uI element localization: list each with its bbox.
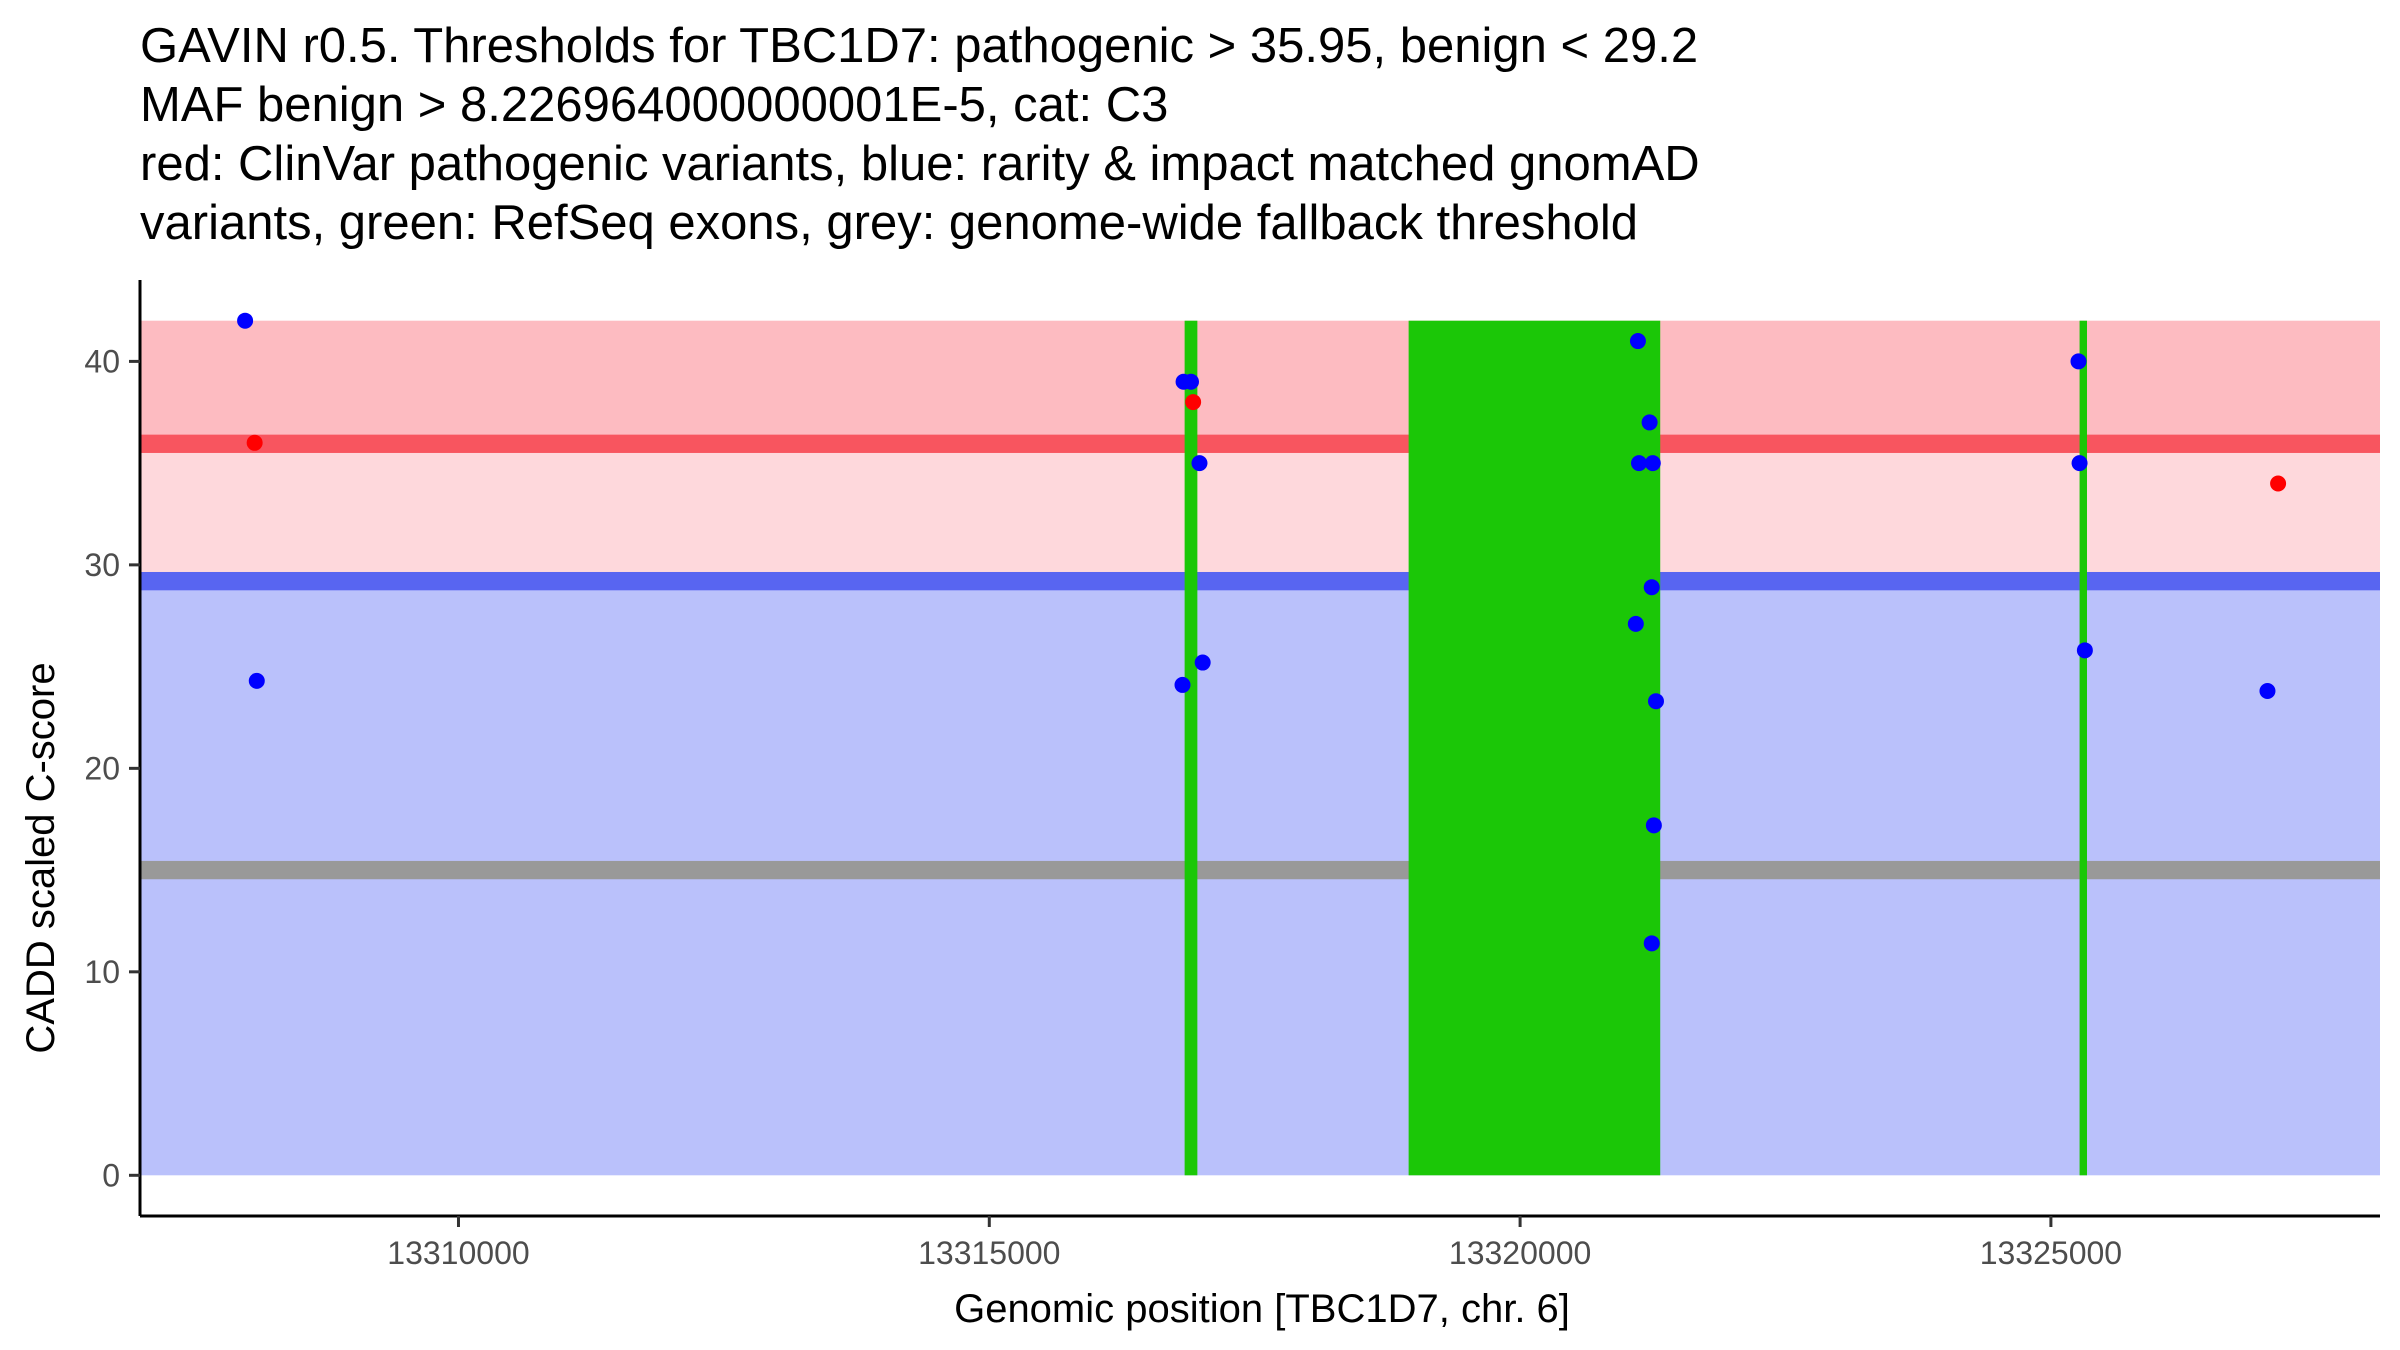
exon-1 xyxy=(1184,320,1198,1176)
clinvar-point-3 xyxy=(2270,475,2287,492)
y-tick-label-4: 30 xyxy=(84,547,120,583)
uncertain-zone xyxy=(140,443,2380,582)
pathogenic-zone xyxy=(140,320,2380,444)
gnomad-point-6 xyxy=(1174,676,1191,693)
gnomad-point-1 xyxy=(237,312,254,329)
clinvar-point-2 xyxy=(1185,394,1202,411)
title-line-4: variants, green: RefSeq exons, grey: gen… xyxy=(140,196,1638,250)
axes: 13310000 13315000 13320000 13325000 0 10 20 30 4… xyxy=(84,280,2380,1271)
gnomad-point-10 xyxy=(1630,455,1647,472)
title-line-2: MAF benign > 8.226964000000001E-5, cat: … xyxy=(140,78,1168,132)
y-tick-label-2: 10 xyxy=(84,954,120,990)
x-tick-label-4: 13325000 xyxy=(1980,1235,2122,1271)
y-tick-label-5: 40 xyxy=(84,343,120,379)
gnomad-point-9 xyxy=(1641,414,1658,431)
plot-area xyxy=(140,312,2380,1176)
gnomad-point-14 xyxy=(1647,693,1664,710)
gnomad-point-2 xyxy=(248,672,265,689)
exon-3 xyxy=(2079,320,2087,1176)
gnomad-point-13 xyxy=(1627,615,1644,632)
gnomad-point-17 xyxy=(2070,353,2087,370)
fallback-threshold xyxy=(140,860,2380,880)
title-line-1: GAVIN r0.5. Thresholds for TBC1D7: patho… xyxy=(140,19,1698,73)
y-tick-label-1: 0 xyxy=(102,1157,120,1193)
gnomad-point-4 xyxy=(1182,373,1199,390)
benign-threshold xyxy=(140,571,2380,591)
y-axis-title: CADD scaled C-score xyxy=(19,662,63,1053)
x-axis-title: Genomic position [TBC1D7, chr. 6] xyxy=(954,1287,1570,1331)
gnomad-point-8 xyxy=(1629,333,1646,350)
gnomad-point-15 xyxy=(1645,817,1662,834)
exon-2 xyxy=(1408,320,1661,1176)
gnomad-point-16 xyxy=(1643,935,1660,952)
gnomad-point-7 xyxy=(1194,654,1211,671)
gnomad-point-19 xyxy=(2076,642,2093,659)
title-line-3: red: ClinVar pathogenic variants, blue: … xyxy=(140,137,1700,191)
gnomad-point-5 xyxy=(1191,455,1208,472)
gnomad-point-11 xyxy=(1644,455,1661,472)
gnomad-point-18 xyxy=(2071,455,2088,472)
x-tick-label-1: 13310000 xyxy=(387,1235,529,1271)
clinvar-point-1 xyxy=(246,434,263,451)
chart-title: GAVIN r0.5. Thresholds for TBC1D7: patho… xyxy=(140,19,1700,250)
pathogenic-threshold xyxy=(140,434,2380,453)
x-tick-label-3: 13320000 xyxy=(1449,1235,1591,1271)
y-tick-label-3: 20 xyxy=(84,750,120,786)
x-tick-label-2: 13315000 xyxy=(918,1235,1060,1271)
gnomad-point-12 xyxy=(1643,579,1660,596)
gnomad-point-20 xyxy=(2259,683,2276,700)
